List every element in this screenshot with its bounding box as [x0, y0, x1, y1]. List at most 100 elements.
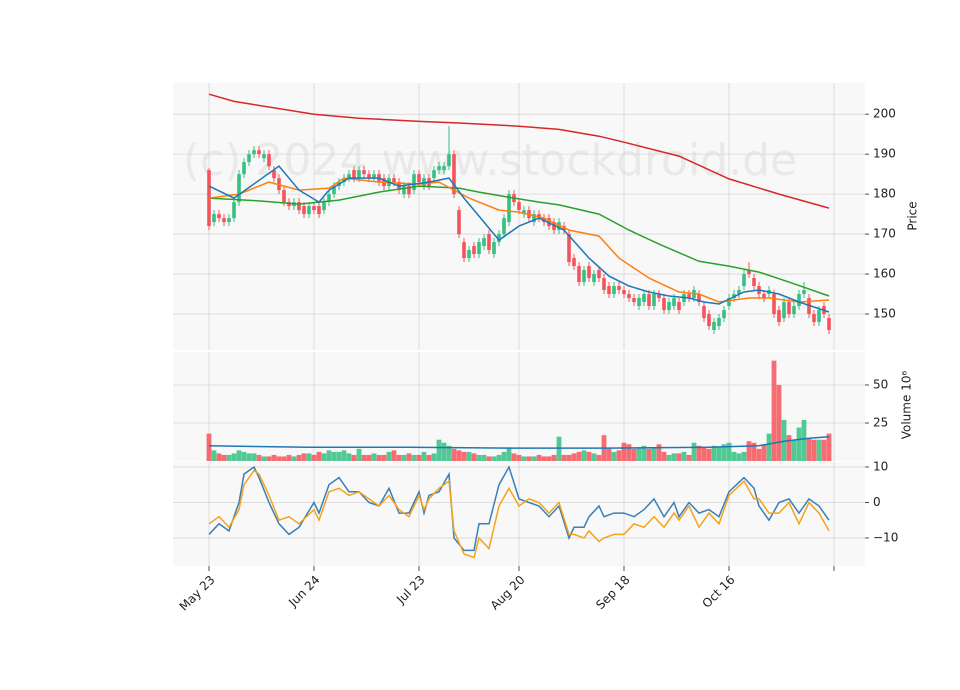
volume-bar [681, 451, 687, 461]
candle-body [222, 218, 226, 223]
volume-bar [826, 433, 832, 461]
candle-body [462, 242, 466, 259]
candle-body [662, 298, 666, 311]
volume-bar [261, 456, 267, 461]
volume-bar [796, 427, 802, 461]
volume-bar [526, 456, 532, 461]
candle-body [792, 306, 796, 315]
candle-body [532, 214, 536, 223]
volume-bar [336, 451, 342, 461]
candle-body [347, 174, 351, 179]
candle-body [642, 294, 646, 303]
volume-bar [346, 453, 352, 461]
candle-body [497, 234, 501, 243]
candle-body [487, 234, 491, 251]
candle-body [402, 186, 406, 195]
volume-bar [571, 453, 577, 461]
volume-bar [706, 448, 712, 461]
volume-bar [586, 451, 592, 461]
candle-body [442, 166, 446, 171]
volume-bar [276, 456, 282, 461]
volume-bar [726, 442, 732, 461]
candle-body [567, 234, 571, 263]
volume-bar [216, 453, 222, 461]
line [208, 435, 830, 449]
volume-bar [561, 454, 567, 461]
volume-bar [266, 456, 272, 461]
line [208, 465, 830, 552]
candle-body [637, 298, 641, 307]
candle-body [587, 266, 591, 279]
volume-bar [701, 447, 707, 461]
volume-bar [411, 454, 417, 461]
volume-bar [516, 454, 522, 461]
candle-body [572, 258, 576, 267]
candle-body [302, 206, 306, 215]
volume-bar [576, 451, 582, 461]
candle-body [217, 214, 221, 219]
watermark: (c) 2024 www.stockdroid.de [183, 135, 797, 186]
candle-body [247, 154, 251, 163]
candle-body [702, 306, 706, 319]
candle-body [667, 302, 671, 311]
volume-bar [626, 444, 632, 461]
volume-bar [451, 448, 457, 461]
volume-bar [206, 433, 212, 461]
candle-body [677, 302, 681, 311]
volume-bar [636, 447, 642, 461]
volume-bar [391, 450, 397, 461]
x-tick-label: Sep 18 [593, 573, 632, 612]
volume-bar [496, 454, 502, 461]
volume-bar [651, 447, 657, 461]
volume-bar [251, 453, 257, 461]
volume-bar [371, 453, 377, 461]
volume-bar [426, 454, 432, 461]
candle-body [697, 294, 701, 303]
y-axis-label: Price [906, 201, 920, 230]
x-tick-label: Jul 23 [393, 573, 427, 607]
candle-body [737, 290, 741, 295]
volume-bar [646, 448, 652, 461]
candle-body [392, 178, 396, 183]
volume-bar [246, 453, 252, 461]
candle-body [707, 314, 711, 327]
candle-body [802, 290, 806, 295]
volume-bar [821, 439, 827, 461]
volume-bar [811, 439, 817, 461]
candle-body [362, 170, 366, 175]
candle-body [352, 170, 356, 179]
volume-bar [661, 451, 667, 461]
candle-body [447, 154, 451, 167]
candle-body [322, 202, 326, 211]
volume-bar [581, 450, 587, 461]
volume-bar [666, 454, 672, 461]
volume-bar [406, 453, 412, 461]
candle-body [357, 170, 361, 179]
candle-body [517, 202, 521, 211]
candle-body [417, 174, 421, 183]
volume-bar [436, 439, 442, 461]
volume-bar [501, 451, 507, 461]
candle-body [492, 242, 496, 255]
candle-body [712, 322, 716, 331]
candle-body [592, 274, 596, 283]
volume-bar [306, 453, 312, 461]
y-tick-label: 50 [873, 377, 888, 391]
volume-bar [221, 454, 227, 461]
volume-bar [786, 435, 792, 461]
candle-body [622, 290, 626, 295]
candle-body [312, 206, 316, 211]
volume-bar [721, 444, 727, 461]
volume-bar [531, 456, 537, 461]
candle-body [797, 294, 801, 307]
volume-bar [541, 456, 547, 461]
candle-body [612, 286, 616, 295]
volume-bar [506, 447, 512, 461]
candle-body [372, 174, 376, 179]
y-tick-label: 170 [873, 227, 896, 241]
candle-body [472, 246, 476, 255]
candle-body [617, 286, 621, 291]
line [208, 165, 830, 313]
volume-bar [521, 456, 527, 461]
volume-bar [566, 454, 572, 461]
